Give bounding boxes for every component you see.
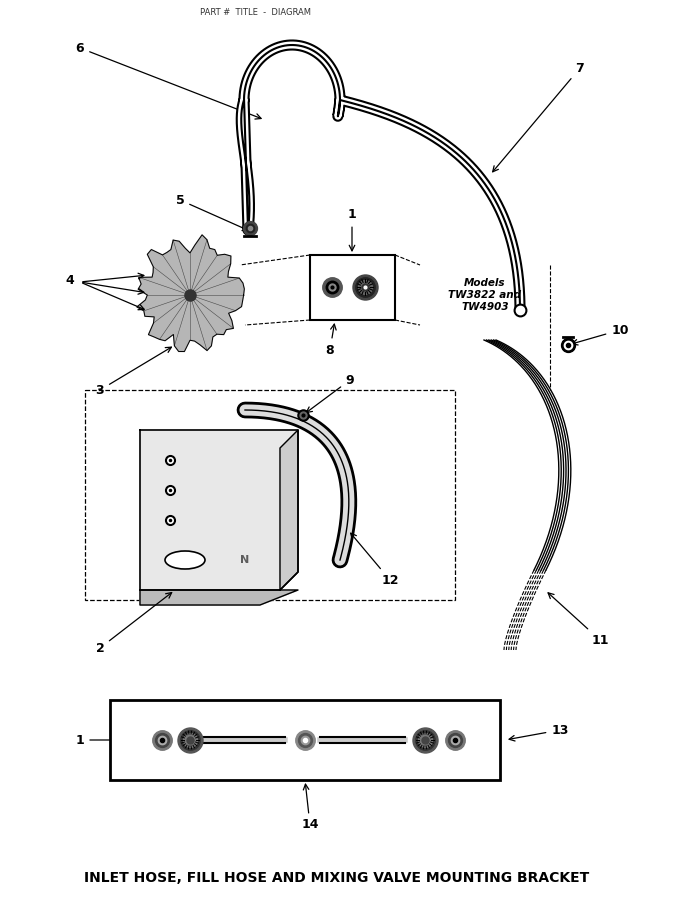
Text: 6: 6 <box>76 41 261 119</box>
Polygon shape <box>140 430 298 590</box>
Text: Models
TW3822 and
TW4903: Models TW3822 and TW4903 <box>448 278 522 311</box>
Text: 12: 12 <box>351 533 399 587</box>
Text: 8: 8 <box>325 324 336 356</box>
Text: 14: 14 <box>301 784 319 832</box>
Bar <box>110 700 500 780</box>
Text: 1: 1 <box>76 734 144 746</box>
Text: N: N <box>240 555 250 565</box>
Polygon shape <box>140 590 298 605</box>
Text: 9: 9 <box>306 374 354 412</box>
Text: 10: 10 <box>572 323 628 345</box>
Text: 13: 13 <box>509 724 568 741</box>
Text: PART #  TITLE  -  DIAGRAM: PART # TITLE - DIAGRAM <box>200 8 311 17</box>
Text: 3: 3 <box>96 347 171 397</box>
Bar <box>310 255 395 320</box>
Text: 4: 4 <box>65 274 74 286</box>
Text: 2: 2 <box>96 592 171 654</box>
Ellipse shape <box>165 551 205 569</box>
Text: 1: 1 <box>348 209 356 251</box>
Text: 7: 7 <box>493 61 585 172</box>
Text: INLET HOSE, FILL HOSE AND MIXING VALVE MOUNTING BRACKET: INLET HOSE, FILL HOSE AND MIXING VALVE M… <box>84 871 590 885</box>
Bar <box>85 390 455 600</box>
Text: 11: 11 <box>548 593 609 646</box>
Polygon shape <box>280 430 298 590</box>
Text: 5: 5 <box>176 194 248 230</box>
Polygon shape <box>137 235 244 352</box>
